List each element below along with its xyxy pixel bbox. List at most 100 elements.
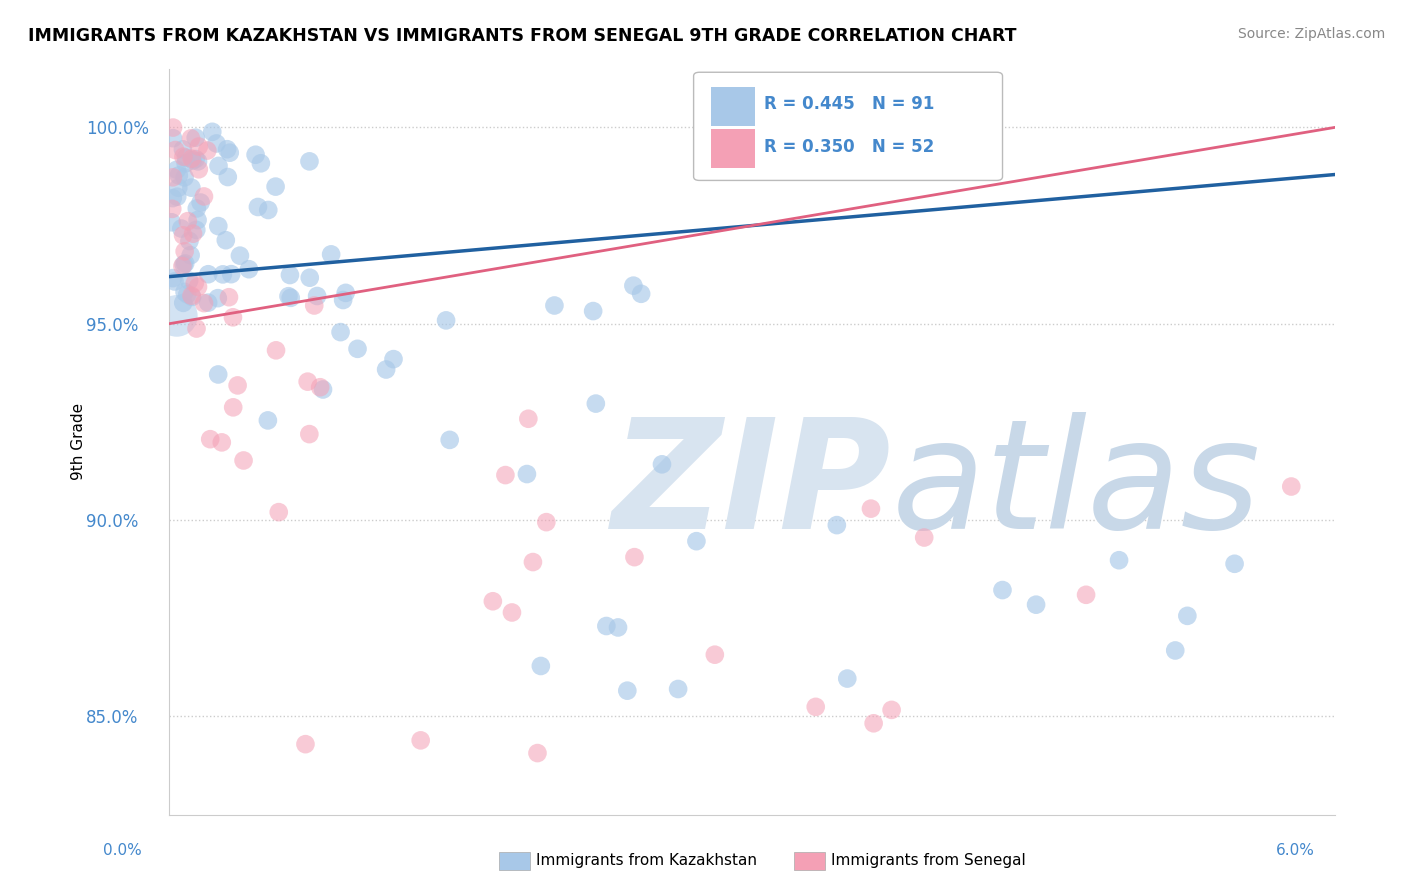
Point [1175, 608, 1198, 623]
Point [166, 309, 188, 323]
Point [162, 271, 184, 285]
Point [837, 672, 859, 686]
Point [187, 162, 209, 177]
Text: R = 0.445   N = 91: R = 0.445 N = 91 [763, 95, 934, 113]
Point [174, 151, 197, 165]
Point [170, 221, 193, 235]
Point [245, 147, 267, 161]
Point [173, 258, 195, 272]
Point [494, 468, 516, 483]
Point [312, 383, 335, 397]
Point [218, 145, 240, 160]
Point [212, 268, 235, 282]
Text: atlas: atlas [891, 412, 1261, 561]
Point [207, 159, 229, 173]
Point [201, 125, 224, 139]
Point [298, 270, 321, 285]
Point [264, 343, 287, 358]
Point [335, 285, 357, 300]
Point [187, 154, 209, 169]
Point [623, 550, 645, 565]
Text: Immigrants from Senegal: Immigrants from Senegal [831, 854, 1026, 868]
Point [162, 170, 184, 185]
Point [222, 310, 245, 325]
Point [257, 202, 280, 217]
Point [621, 278, 644, 293]
Point [543, 298, 565, 312]
Point [222, 401, 245, 415]
Point [307, 289, 329, 303]
Point [409, 733, 432, 747]
Point [526, 746, 548, 760]
Text: R = 0.350   N = 52: R = 0.350 N = 52 [763, 138, 934, 156]
Point [321, 247, 343, 261]
Point [825, 518, 848, 533]
Point [197, 295, 219, 310]
Point [172, 296, 194, 310]
Point [257, 413, 280, 427]
Point [522, 555, 544, 569]
Point [167, 169, 190, 183]
Point [434, 313, 457, 327]
Point [162, 120, 184, 135]
Point [1025, 598, 1047, 612]
Point [804, 699, 827, 714]
Point [1074, 588, 1097, 602]
Point [294, 737, 316, 751]
FancyBboxPatch shape [711, 129, 755, 168]
Point [184, 152, 207, 166]
Point [439, 433, 461, 447]
Point [218, 290, 240, 304]
Point [298, 427, 321, 442]
Point [1164, 643, 1187, 657]
Point [207, 291, 229, 305]
Point [179, 274, 201, 288]
Text: IMMIGRANTS FROM KAZAKHSTAN VS IMMIGRANTS FROM SENEGAL 9TH GRADE CORRELATION CHAR: IMMIGRANTS FROM KAZAKHSTAN VS IMMIGRANTS… [28, 27, 1017, 45]
Point [219, 267, 242, 281]
Point [880, 703, 903, 717]
Point [162, 202, 184, 216]
Point [186, 321, 208, 335]
Point [217, 169, 239, 184]
Point [181, 153, 204, 168]
Point [862, 716, 884, 731]
Point [651, 458, 673, 472]
Point [200, 432, 222, 446]
Point [166, 190, 188, 204]
Point [179, 234, 201, 248]
Point [186, 223, 208, 237]
Point [172, 142, 194, 156]
Point [180, 152, 202, 166]
Point [162, 191, 184, 205]
Point [277, 289, 299, 303]
Point [1279, 479, 1302, 493]
Point [298, 154, 321, 169]
Point [329, 325, 352, 339]
Point [180, 288, 202, 302]
Point [166, 162, 188, 177]
Point [278, 268, 301, 282]
Point [346, 342, 368, 356]
Point [304, 298, 326, 312]
Point [250, 156, 273, 170]
Point [616, 683, 638, 698]
Point [246, 200, 269, 214]
Point [482, 594, 505, 608]
Point [190, 195, 212, 210]
Point [184, 276, 207, 290]
Point [193, 189, 215, 203]
Point [173, 244, 195, 259]
Point [859, 501, 882, 516]
Text: 0.0%: 0.0% [103, 843, 142, 858]
Point [238, 262, 260, 277]
Point [267, 505, 290, 519]
Point [517, 411, 540, 425]
Text: Source: ZipAtlas.com: Source: ZipAtlas.com [1237, 27, 1385, 41]
Point [703, 648, 725, 662]
Point [1223, 557, 1246, 571]
Point [167, 180, 190, 194]
Point [595, 619, 617, 633]
Point [172, 259, 194, 273]
Point [991, 582, 1014, 597]
Point [1108, 553, 1130, 567]
